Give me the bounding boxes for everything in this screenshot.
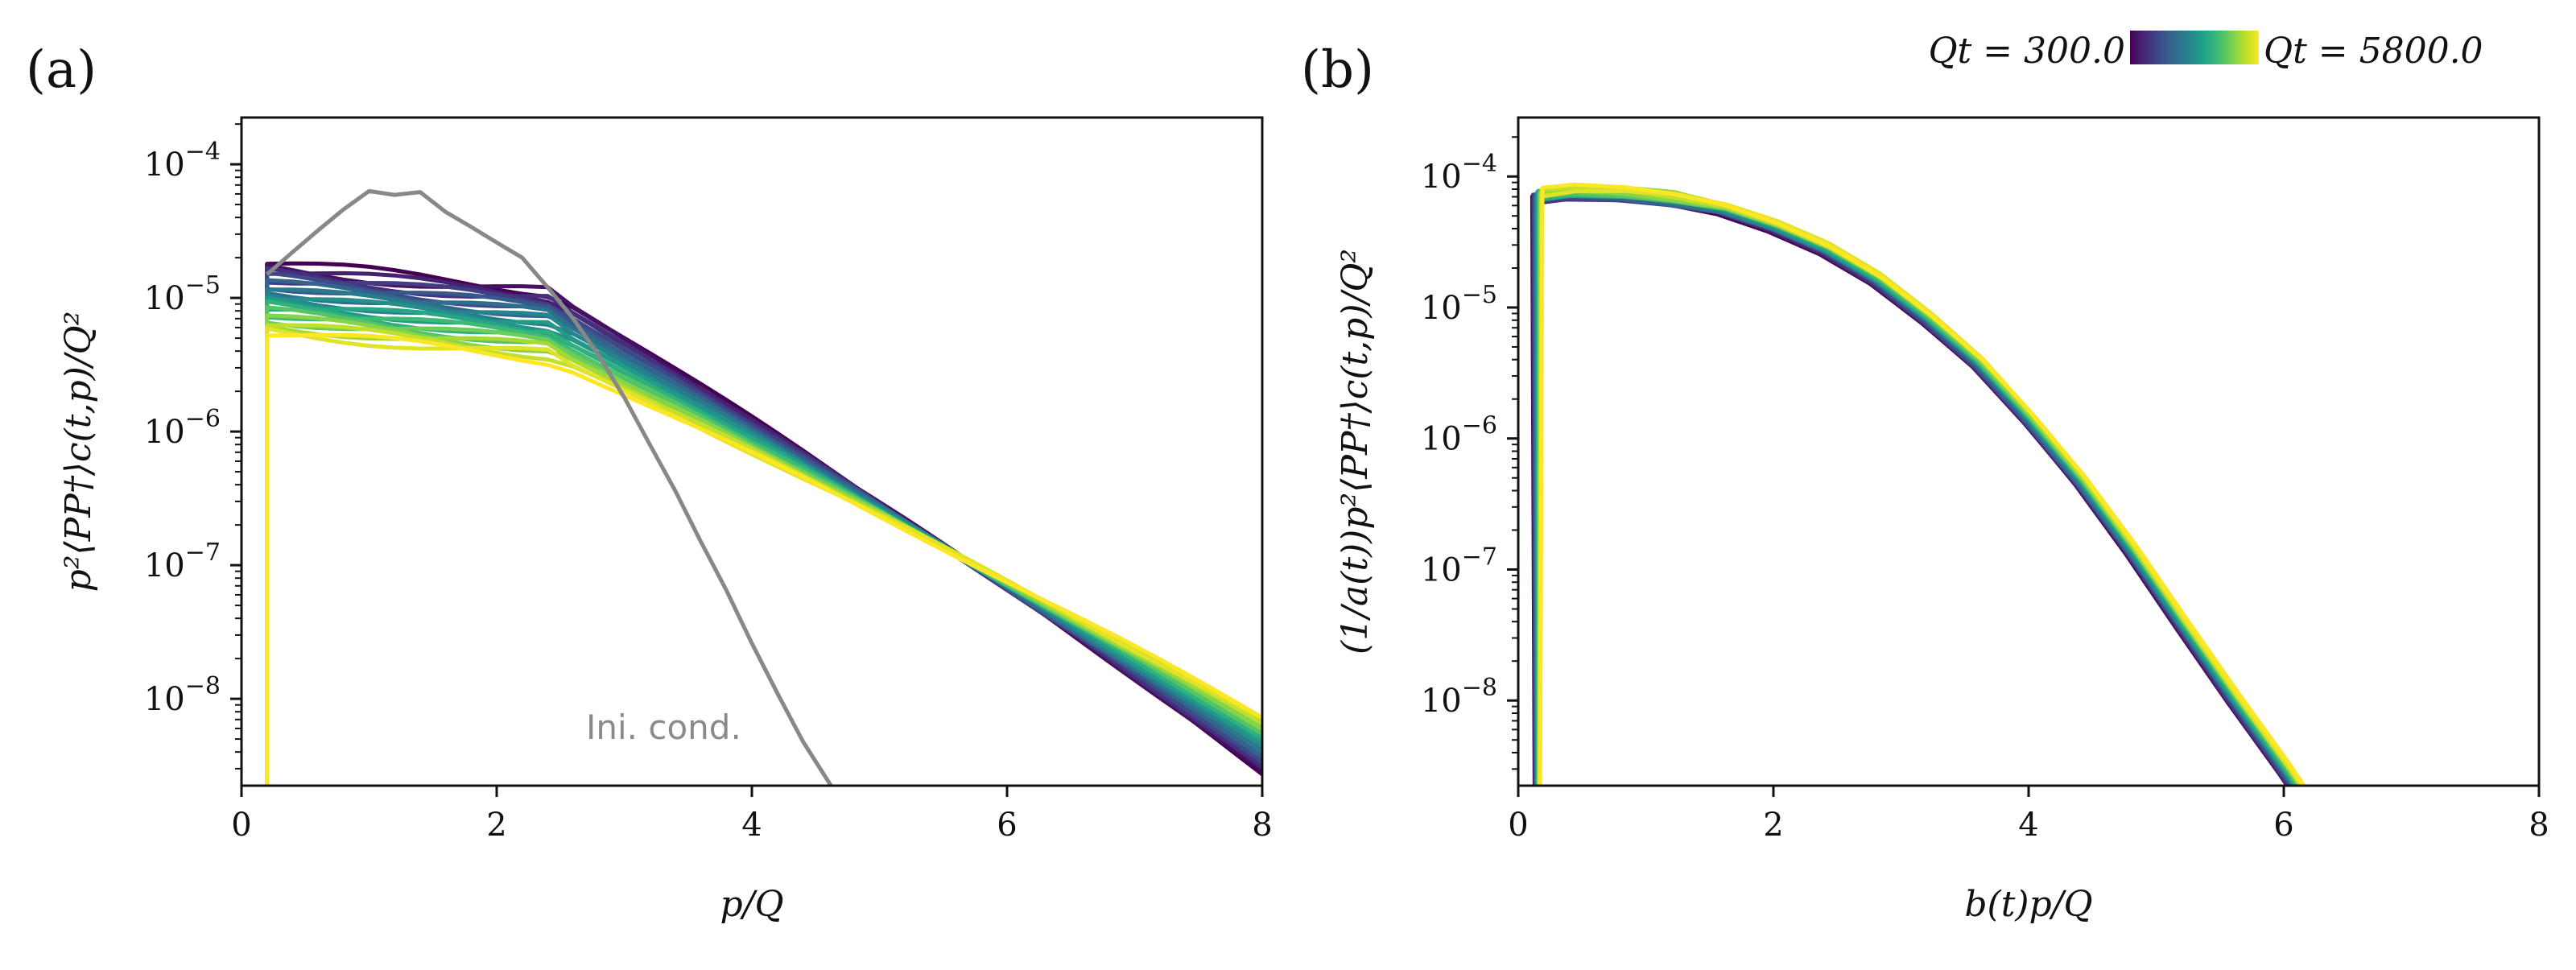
time-series-line xyxy=(265,287,1262,786)
initial-condition-line xyxy=(266,188,834,786)
collapsed-series-line xyxy=(1534,193,2295,786)
colorbar-label-right: Qt = 5800.0 xyxy=(2264,31,2483,72)
x-tick-label: 6 xyxy=(2273,807,2293,844)
time-series-line xyxy=(265,270,1262,786)
y-tick-label: 10−7 xyxy=(1421,543,1497,588)
panel-label-b: (b) xyxy=(1301,40,1374,100)
y-tick-label: 10−7 xyxy=(144,539,221,584)
y-tick-label: 10−6 xyxy=(1421,412,1497,458)
y-tick-label: 10−8 xyxy=(1421,674,1497,720)
panel-label-a: (a) xyxy=(26,40,97,100)
collapsed-series-line xyxy=(1536,192,2301,786)
collapsed-series-line xyxy=(1530,192,2291,786)
time-series-line xyxy=(265,295,1262,786)
collapsed-series-line xyxy=(1534,189,2296,786)
time-series-line xyxy=(265,323,1262,786)
colorbar-label-left: Qt = 300.0 xyxy=(1928,31,2125,72)
collapsed-series-line xyxy=(1532,188,2294,786)
collapsed-series-line xyxy=(1535,184,2301,786)
time-series-line xyxy=(265,278,1262,786)
collapsed-series-line xyxy=(1538,182,2307,786)
x-tick-label: 4 xyxy=(2018,807,2038,844)
time-series-line xyxy=(265,266,1262,786)
time-series-line xyxy=(265,320,1262,786)
collapsed-series-line xyxy=(1531,189,2293,786)
x-tick-label: 4 xyxy=(741,807,762,844)
initial-condition-annotation: Ini. cond. xyxy=(586,708,741,747)
time-series-line xyxy=(265,287,1262,786)
x-tick-label: 8 xyxy=(2529,807,2549,844)
collapsed-series-line xyxy=(1532,196,2293,786)
time-series-line xyxy=(265,315,1262,786)
x-tick-label: 6 xyxy=(997,807,1017,844)
panel-b-ylabel: (1/a(t))p²⟨PP†⟩c(t,p)/Q² xyxy=(1335,249,1376,654)
panel-b-xlabel: b(t)p/Q xyxy=(1964,884,2092,925)
collapsed-series-line xyxy=(1535,193,2297,786)
collapsed-series-line xyxy=(1536,184,2301,786)
time-series-line xyxy=(265,297,1262,786)
time-series-line xyxy=(265,293,1262,786)
x-tick-label: 2 xyxy=(1763,807,1783,844)
colorbar: Qt = 300.0 Qt = 5800.0 xyxy=(1928,31,2483,72)
panel-b: 0 2 4 6 8 10−8 10−7 10−6 10−5 10−4 b(t)p/Q (1/a(t… xyxy=(1335,116,2549,925)
time-series-line xyxy=(265,291,1262,786)
y-tick-label: 10−4 xyxy=(1421,150,1497,196)
time-series-line xyxy=(265,332,1262,786)
time-series-line xyxy=(265,299,1262,786)
panel-a-curves xyxy=(265,188,1262,786)
panel-a: Ini. cond. 0 2 4 6 8 10−8 10−7 10−6 10−5 10−4 p/Q… xyxy=(58,116,1273,925)
panel-a-ticks: 0 2 4 6 8 10−8 10−7 10−6 10−5 10−4 xyxy=(144,123,1273,844)
time-series-line xyxy=(265,270,1262,786)
y-tick-label: 10−4 xyxy=(144,138,221,184)
time-series-line xyxy=(265,313,1262,786)
y-tick-label: 10−5 xyxy=(1421,281,1497,327)
time-series-line xyxy=(265,307,1262,786)
x-tick-label: 2 xyxy=(486,807,506,844)
time-series-line xyxy=(265,280,1262,786)
colorbar-gradient xyxy=(2130,31,2259,64)
panel-a-xlabel: p/Q xyxy=(720,884,783,925)
collapsed-series-line xyxy=(1533,188,2295,786)
collapsed-series-line xyxy=(1538,188,2304,786)
panel-a-ylabel: p²⟨PP†⟩c(t,p)/Q² xyxy=(58,312,99,592)
collapsed-series-line xyxy=(1534,190,2297,786)
time-series-line xyxy=(265,324,1262,786)
collapsed-series-line xyxy=(1538,185,2305,786)
panel-b-ticks: 0 2 4 6 8 10−8 10−7 10−6 10−5 10−4 xyxy=(1421,136,2549,844)
x-tick-label: 0 xyxy=(1508,807,1528,844)
time-series-line xyxy=(265,326,1262,786)
collapsed-series-line xyxy=(1537,187,2303,786)
panel-b-frame xyxy=(1517,116,2541,787)
panel-b-curves xyxy=(1530,182,2307,786)
x-tick-label: 8 xyxy=(1252,807,1272,844)
collapsed-series-line xyxy=(1536,193,2299,786)
time-series-line xyxy=(265,305,1262,786)
y-tick-label: 10−6 xyxy=(144,405,221,451)
collapsed-series-line xyxy=(1534,192,2297,786)
x-tick-label: 0 xyxy=(231,807,251,844)
collapsed-series-line xyxy=(1535,187,2299,786)
y-tick-label: 10−8 xyxy=(144,672,221,718)
y-tick-label: 10−5 xyxy=(144,271,221,317)
collapsed-series-line xyxy=(1537,188,2303,786)
collapsed-series-line xyxy=(1537,185,2302,786)
time-series-line xyxy=(265,262,1262,786)
